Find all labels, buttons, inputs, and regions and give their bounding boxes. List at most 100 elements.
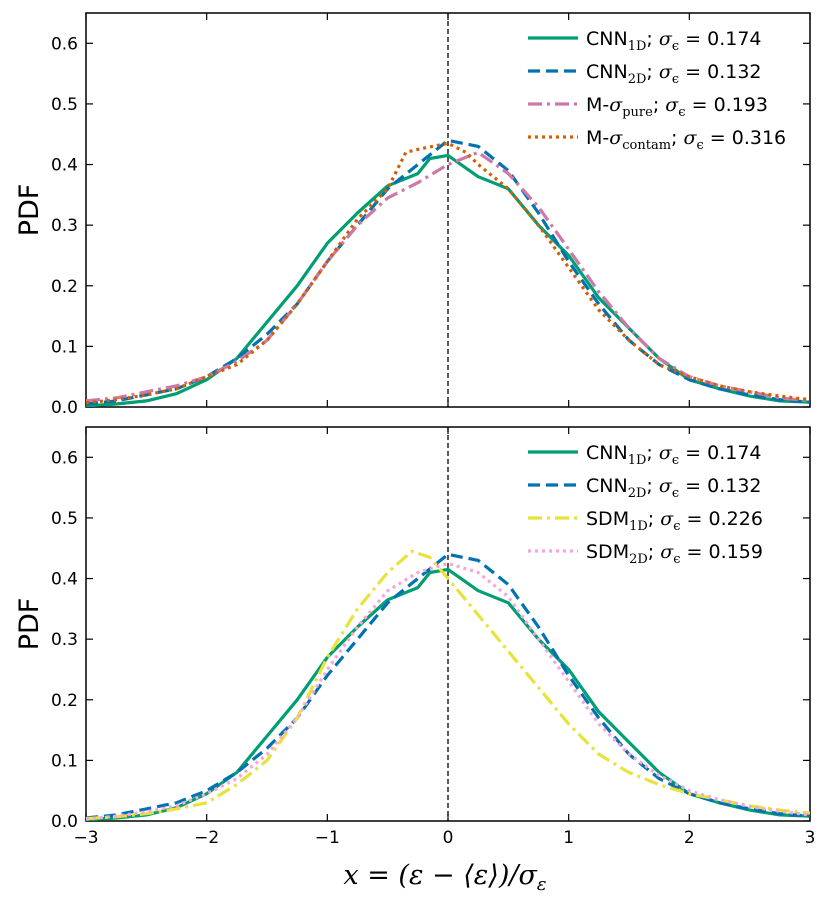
legend-label-part: =: [681, 508, 709, 530]
legend-label-part: ϵ: [672, 486, 679, 501]
series-line-mcontam: [86, 141, 810, 405]
legend-label-part: 0.132: [707, 61, 761, 83]
y-tick-label: 0.0: [51, 398, 78, 418]
legend-label-part: ϵ: [672, 39, 679, 54]
legend-label-part: SDM: [586, 508, 629, 530]
legend-label-part: =: [679, 475, 707, 497]
legend-label-part: ;: [646, 475, 658, 497]
legend-label-part: ϵ: [672, 72, 679, 87]
legend-entry: M-σpure; σϵ = 0.193: [528, 94, 768, 120]
y-tick-label: 0.3: [51, 630, 78, 650]
series-line-cnn1d: [86, 567, 810, 821]
legend-label: SDM2D; σϵ = 0.159: [586, 541, 763, 567]
x-axis-label: x = (ε − ⟨ε⟩)/σε: [343, 860, 546, 895]
legend-label-part: 0.174: [707, 28, 761, 50]
series-line-sdm1d: [86, 549, 810, 821]
y-axis-label: PDF: [14, 184, 45, 237]
y-tick-label: 0.2: [51, 277, 78, 297]
legend-label-part: =: [679, 28, 707, 50]
legend-label-part: ϵ: [678, 105, 685, 120]
legend-label-part: 2D: [628, 486, 647, 501]
legend-label-part: σ: [609, 94, 623, 116]
y-axis-label: PDF: [14, 598, 45, 651]
x-axis-label-part: (: [398, 860, 410, 891]
legend-label-part: ϵ: [672, 453, 679, 468]
legend-label-part: =: [686, 94, 714, 116]
legend-label-part: pure: [622, 105, 653, 120]
legend-label-part: ;: [646, 28, 658, 50]
x-tick-label: 0: [443, 828, 454, 848]
y-tick-label: 0.6: [51, 448, 78, 468]
series-line-sdm2d: [86, 561, 810, 821]
y-tick-label: 0.3: [51, 216, 78, 236]
x-tick-label: 1: [563, 828, 574, 848]
series-line-cnn2d: [86, 138, 810, 406]
legend-label-part: CNN: [586, 28, 628, 50]
x-tick-label: 2: [684, 828, 695, 848]
legend-label-part: σ: [609, 127, 623, 149]
legend-entry: M-σcontam; σϵ = 0.316: [528, 127, 786, 153]
legend-label-part: σ: [659, 61, 673, 83]
y-tick-label: 0.4: [51, 156, 78, 176]
legend-label-part: 0.226: [709, 508, 763, 530]
legend-label-part: M-: [586, 94, 609, 116]
legend-label-part: σ: [660, 508, 674, 530]
legend-label-part: 1D: [628, 39, 647, 54]
panel-bottom: −3 −2 −1 0 1 2 30.00.10.20.30.40.50.6PDFCNN1D;…: [14, 426, 816, 848]
x-axis-label-part: ): [498, 860, 510, 891]
x-tick-label: 3: [805, 828, 816, 848]
legend-label-part: =: [679, 61, 707, 83]
y-tick-label: 0.0: [51, 812, 78, 832]
legend-label: M-σcontam; σϵ = 0.316: [586, 127, 786, 153]
legend-entry: CNN1D; σϵ = 0.174: [528, 442, 762, 468]
legend-entry: CNN2D; σϵ = 0.132: [528, 61, 762, 87]
legend-entry: SDM1D; σϵ = 0.226: [528, 508, 763, 534]
legend-label-part: ;: [671, 127, 683, 149]
legend-label-part: ϵ: [673, 519, 680, 534]
legend-entry: CNN2D; σϵ = 0.132: [528, 475, 762, 501]
legend-label-part: CNN: [586, 442, 628, 464]
legend-label-part: =: [704, 127, 732, 149]
legend-label-part: ϵ: [696, 138, 703, 153]
legend-label-part: σ: [665, 94, 679, 116]
y-tick-label: 0.4: [51, 570, 78, 590]
legend-label-part: 0.174: [707, 442, 761, 464]
y-tick-label: 0.5: [51, 509, 78, 529]
legend-label-part: 1D: [628, 453, 647, 468]
legend-label-part: SDM: [586, 541, 629, 563]
legend-label-part: ;: [646, 442, 658, 464]
y-tick-label: 0.1: [51, 337, 78, 357]
legend-label: M-σpure; σϵ = 0.193: [586, 94, 768, 120]
legend-label-part: 1D: [629, 519, 648, 534]
legend-label-part: σ: [683, 127, 697, 149]
legend-label-part: 2D: [629, 552, 648, 567]
x-axis-label-part: /: [506, 860, 521, 891]
legend-label-part: 0.316: [732, 127, 786, 149]
x-axis-label-part: x: [343, 860, 358, 891]
legend-label-part: ;: [646, 61, 658, 83]
legend-label-part: σ: [659, 442, 673, 464]
x-axis-label-part: ε: [409, 860, 424, 891]
legend-label-part: 2D: [628, 72, 647, 87]
legend-label: CNN1D; σϵ = 0.174: [586, 442, 762, 468]
y-tick-label: 0.2: [51, 691, 78, 711]
y-tick-label: 0.1: [51, 751, 78, 771]
legend-label-part: CNN: [586, 475, 628, 497]
legend-label-part: 0.132: [707, 475, 761, 497]
legend-label: CNN2D; σϵ = 0.132: [586, 475, 762, 501]
legend-label-part: ;: [653, 94, 665, 116]
legend-label-part: 0.159: [709, 541, 763, 563]
y-tick-label: 0.5: [51, 95, 78, 115]
x-tick-label: −2: [194, 828, 219, 848]
legend-label-part: contam: [622, 138, 671, 153]
x-axis-label-part: −: [423, 860, 463, 891]
legend-label-part: =: [681, 541, 709, 563]
legend-label-part: =: [679, 442, 707, 464]
legend-label: SDM1D; σϵ = 0.226: [586, 508, 763, 534]
legend-label-part: ϵ: [673, 552, 680, 567]
legend-label-part: σ: [659, 28, 673, 50]
legend-label-part: σ: [660, 541, 674, 563]
y-tick-label: 0.6: [51, 34, 78, 54]
